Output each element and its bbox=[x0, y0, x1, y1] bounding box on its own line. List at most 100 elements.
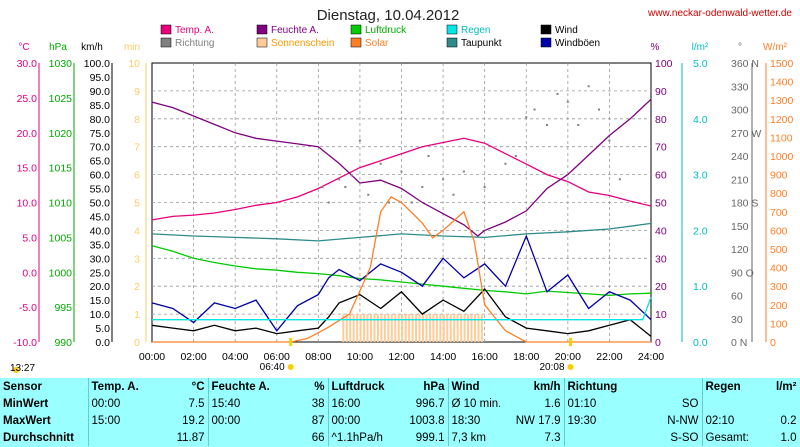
tick-label: 990 bbox=[54, 337, 72, 349]
direction-point bbox=[421, 186, 424, 188]
tick-label: 40 bbox=[655, 225, 667, 237]
x-tick-label: 02:00 bbox=[180, 351, 206, 363]
tick-label: 30 bbox=[655, 253, 667, 265]
summary-cell: MaxWert bbox=[0, 412, 89, 429]
tick-label: 1015 bbox=[49, 163, 73, 175]
sunshine-bar bbox=[356, 314, 359, 342]
tick-label: 10 bbox=[655, 309, 667, 321]
summary-cell: 1003.8 bbox=[392, 412, 449, 429]
summary-cell: km/h bbox=[500, 378, 565, 395]
summary-cell: 87 bbox=[280, 412, 329, 429]
tick-label: 55.0 bbox=[90, 184, 111, 196]
tick-label: 3 bbox=[134, 253, 140, 265]
direction-point bbox=[400, 170, 403, 173]
sunshine-bar bbox=[370, 314, 373, 342]
tick-label: 500 bbox=[770, 244, 788, 256]
legend-label: Luftdruck bbox=[365, 25, 407, 36]
tick-label: 400 bbox=[770, 263, 788, 275]
tick-label: -5.0 bbox=[19, 302, 37, 314]
sunshine-bar bbox=[359, 314, 362, 342]
x-tick-label: 20:00 bbox=[555, 351, 581, 363]
tick-label: 60 bbox=[731, 291, 743, 303]
summary-cell: 00:00 bbox=[331, 414, 361, 427]
summary-cell: Ø 10 min. bbox=[451, 397, 501, 410]
tick-label: 5.0 bbox=[693, 58, 708, 70]
legend-swatch bbox=[446, 24, 458, 35]
tick-label: 900 bbox=[770, 170, 788, 182]
tick-label: 10.0 bbox=[17, 198, 38, 210]
tick-label: 330 bbox=[731, 81, 749, 93]
summary-cell: 02:10 bbox=[705, 414, 735, 427]
tick-label: 100 bbox=[655, 58, 673, 70]
tick-label: 100 bbox=[770, 318, 788, 330]
tick-label: 3.0 bbox=[693, 170, 708, 182]
tick-label: 0 N bbox=[731, 337, 747, 349]
summary-cell: NW 17.9 bbox=[500, 412, 565, 429]
legend-label: Windböen bbox=[555, 38, 600, 49]
legend-swatch bbox=[540, 37, 552, 48]
direction-point bbox=[566, 100, 569, 103]
series-windb-en bbox=[151, 234, 652, 332]
tick-label: 800 bbox=[770, 188, 788, 200]
tick-label: 270 W bbox=[731, 128, 761, 140]
sunshine-bar bbox=[439, 314, 442, 342]
sunshine-bar bbox=[425, 314, 428, 342]
x-tick-label: 10:00 bbox=[347, 351, 373, 363]
tick-label: 65.0 bbox=[90, 156, 111, 168]
tick-label: 0.0 bbox=[22, 267, 37, 279]
legend-swatch bbox=[160, 24, 172, 35]
axis-unit: hPa bbox=[49, 42, 67, 53]
direction-point bbox=[367, 193, 370, 196]
summary-cell: 7.5 bbox=[152, 395, 209, 412]
sunshine-bar bbox=[453, 314, 456, 342]
tick-label: 995 bbox=[54, 302, 72, 314]
direction-point bbox=[483, 186, 486, 188]
series-regen bbox=[152, 297, 652, 321]
series-taupunkt bbox=[151, 222, 652, 242]
sunshine-bar bbox=[449, 314, 452, 342]
direction-point bbox=[525, 116, 528, 119]
tick-label: 0 bbox=[134, 337, 140, 349]
tick-label: 5 bbox=[134, 198, 140, 210]
tick-label: 1000 bbox=[770, 151, 794, 163]
summary-cell: 00:00 bbox=[211, 414, 241, 427]
legend-label: Regen bbox=[461, 25, 490, 36]
tick-label: 1100 bbox=[770, 132, 793, 144]
sunshine-bar bbox=[467, 314, 470, 342]
summary-cell bbox=[564, 429, 632, 446]
tick-label: 80 bbox=[655, 114, 667, 126]
sunshine-bar bbox=[480, 314, 483, 342]
summary-cell: Wind bbox=[451, 380, 480, 393]
tick-label: 1500 bbox=[770, 58, 794, 70]
legend-swatch bbox=[350, 24, 362, 35]
legend-swatch bbox=[256, 24, 268, 35]
tick-label: 6 bbox=[134, 170, 140, 182]
summary-cell: 996.7 bbox=[392, 395, 449, 412]
summary-cell: 999.1 bbox=[392, 429, 449, 446]
tick-label: 1005 bbox=[49, 232, 73, 244]
legend-label: Solar bbox=[365, 38, 389, 49]
direction-point bbox=[427, 155, 430, 157]
tick-label: 25.0 bbox=[90, 267, 111, 279]
summary-cell: 16:00 bbox=[331, 397, 361, 410]
summary-cell: 7.3 bbox=[500, 429, 565, 446]
direction-point bbox=[321, 186, 324, 188]
sunrise-label: 06:40 bbox=[260, 362, 285, 373]
tick-label: 0 bbox=[770, 337, 776, 349]
tick-label: 100.0 bbox=[84, 58, 110, 70]
tick-label: 150 bbox=[731, 221, 749, 233]
tick-label: 1025 bbox=[49, 93, 73, 105]
summary-cell: 0.2 bbox=[758, 412, 800, 429]
x-tick-label: 00:00 bbox=[139, 351, 165, 363]
tick-label: 200 bbox=[770, 300, 788, 312]
legend-swatch bbox=[160, 37, 172, 48]
sunshine-bar bbox=[415, 314, 418, 342]
direction-point bbox=[533, 108, 536, 111]
tick-label: 300 bbox=[770, 281, 788, 293]
tick-label: 0.0 bbox=[95, 337, 110, 349]
tick-label: 10.0 bbox=[90, 309, 111, 321]
tick-label: 30.0 bbox=[17, 58, 38, 70]
direction-point bbox=[598, 108, 601, 111]
direction-point bbox=[587, 85, 590, 88]
tick-label: 20.0 bbox=[90, 281, 111, 293]
